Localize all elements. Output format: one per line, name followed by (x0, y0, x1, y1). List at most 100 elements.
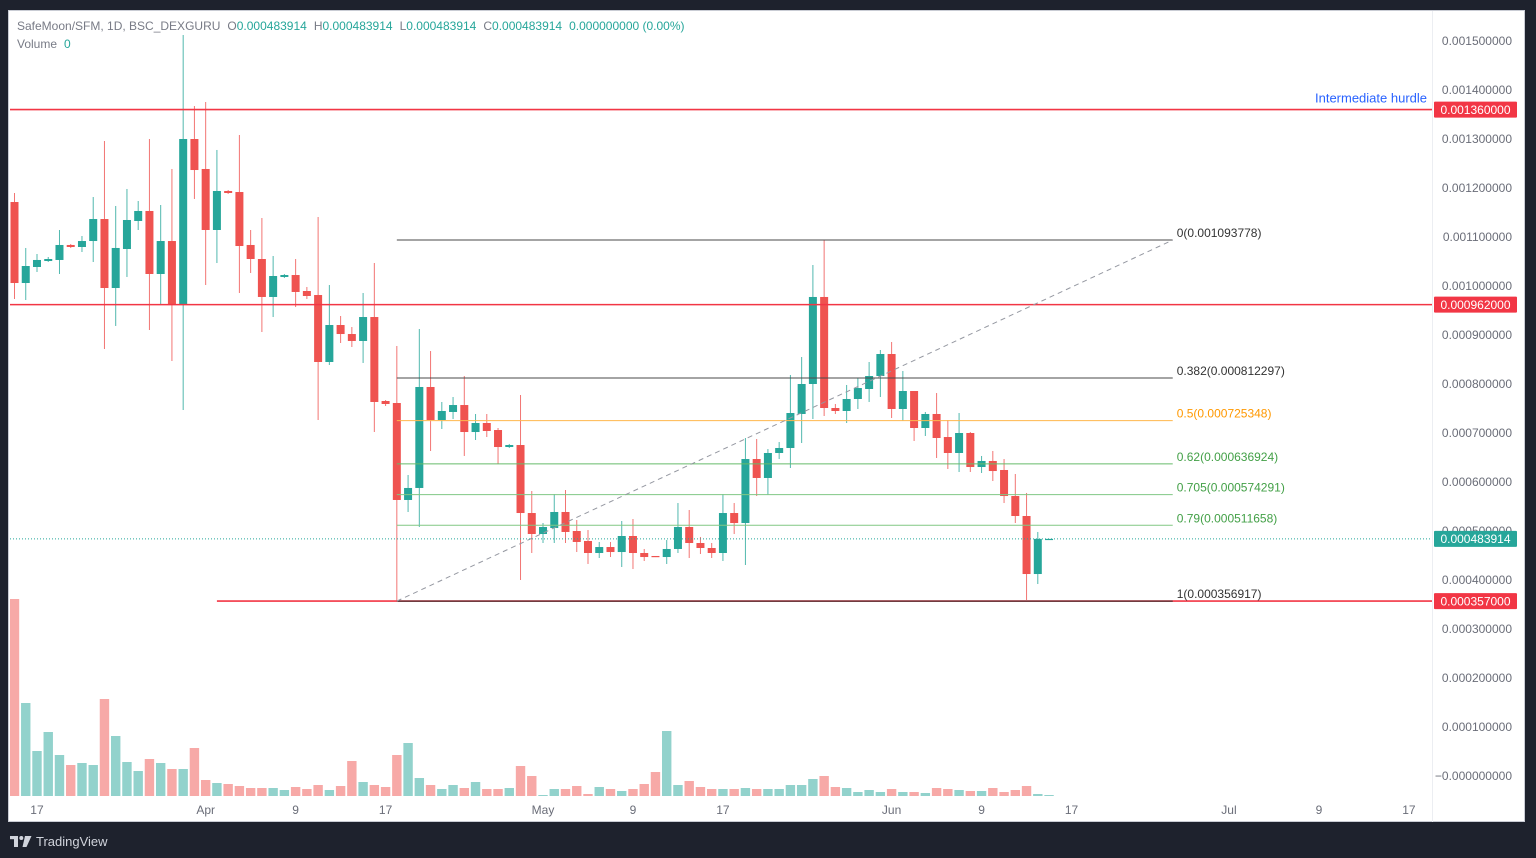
candle-body (449, 405, 458, 412)
candle-body (786, 413, 795, 448)
candle-body (460, 405, 469, 433)
candle-body (718, 513, 727, 554)
candle-body (820, 296, 829, 409)
volume-bar (864, 790, 874, 796)
volume-bar (954, 790, 964, 796)
tradingview-logo-icon (10, 835, 32, 847)
candle-body (1022, 516, 1031, 575)
candle-body (145, 210, 154, 274)
candle-body (347, 334, 356, 341)
price-tick-label: 0.000300000 (1442, 622, 1512, 636)
candle-body (1045, 538, 1054, 541)
candle-body (167, 241, 176, 306)
candle-body (730, 513, 739, 524)
candle-body (763, 452, 772, 478)
volume-bar (943, 789, 953, 796)
candle-body (797, 384, 806, 414)
candle-body (482, 423, 491, 431)
volume-bar (392, 755, 402, 796)
candle-body (876, 354, 885, 377)
fibonacci-retracement: 0(0.001093778) 0.382(0.000812297) 0.5(0.00… (396, 226, 1285, 602)
volume-bar (751, 789, 762, 796)
candle-body (775, 447, 784, 453)
volume-bars (10, 599, 1054, 796)
candle-body (426, 386, 435, 421)
candle-body (291, 275, 300, 292)
candle-body (752, 459, 761, 478)
volume-bar (358, 782, 368, 796)
candle-body (572, 531, 581, 542)
candle-body (808, 296, 817, 384)
candle-body (516, 445, 525, 514)
volume-bar (1044, 795, 1054, 796)
close-value: 0.000483914 (492, 19, 563, 33)
candle-body (550, 511, 559, 529)
candle-body (325, 325, 334, 362)
volume-bar (684, 781, 694, 796)
volume-bar (999, 792, 1009, 796)
candle-body (66, 244, 75, 247)
volume-bar (403, 743, 413, 796)
volume-bar (324, 790, 335, 796)
volume-bar (470, 782, 481, 796)
price-tick-label: 0.000400000 (1442, 573, 1512, 587)
volume-bar (841, 788, 852, 796)
volume-bar (425, 785, 436, 796)
candle-body (100, 219, 109, 289)
volume-bar (32, 751, 42, 796)
candle-body (224, 190, 233, 193)
candle-body (651, 555, 660, 558)
volume-bar (189, 748, 200, 796)
candle-body (932, 413, 941, 438)
volume-bar (886, 789, 897, 796)
candle-body (831, 408, 840, 411)
volume-bar (144, 759, 155, 796)
candle-body (707, 548, 716, 554)
volume-bar (178, 769, 188, 796)
volume-bar (853, 792, 863, 796)
last-price-marker-box (1434, 530, 1517, 547)
close-label: C (483, 19, 493, 33)
time-tick-label: May (532, 803, 555, 817)
candle-body (89, 219, 98, 242)
candle-body (628, 535, 637, 554)
candle-body (561, 511, 570, 532)
candle-body (314, 295, 323, 362)
candle-body (122, 219, 131, 250)
volume-bar (583, 794, 593, 796)
candle-body (336, 325, 345, 335)
fib-level-label: 0.5(0.000725348) (1177, 407, 1272, 421)
candle-body (437, 410, 446, 421)
candle-body (988, 460, 997, 472)
time-tick-label: 17 (1065, 803, 1079, 817)
candlesticks (10, 35, 1054, 602)
volume-value: 0 (64, 37, 71, 51)
volume-bar (796, 785, 807, 796)
symbol-title: SafeMoon/SFM, 1D, BSC_DEXGURU (17, 19, 221, 33)
candle-body (404, 487, 413, 500)
volume-bar (122, 762, 132, 796)
candle-body (1011, 496, 1020, 517)
volume-bar (167, 769, 177, 796)
candle-body (370, 317, 379, 402)
volume-bar (347, 761, 357, 796)
candle-body (381, 401, 390, 404)
candle-body (10, 202, 19, 284)
fib-level-label: 1(0.000356917) (1177, 587, 1262, 601)
candle-body (527, 513, 536, 534)
price-tick-label: 0.000800000 (1442, 377, 1512, 391)
candle-body (156, 241, 165, 274)
volume-bar (245, 788, 256, 796)
volume-bar (99, 699, 110, 796)
candle-body (134, 210, 143, 221)
level-price-marker-text: 0.001360000 (1440, 103, 1510, 117)
level-price-marker-text: 0.000357000 (1440, 594, 1510, 608)
volume-bar (549, 789, 559, 796)
volume-bar (223, 784, 233, 796)
fib-level-label: 0.62(0.000636924) (1177, 450, 1278, 464)
volume-bar (380, 787, 391, 796)
price-tick-label: 0.000700000 (1442, 426, 1512, 440)
tradingview-brand[interactable]: TradingView (10, 832, 108, 850)
candle-body (1033, 538, 1042, 575)
price-tick-label: 0.001500000 (1442, 34, 1512, 48)
